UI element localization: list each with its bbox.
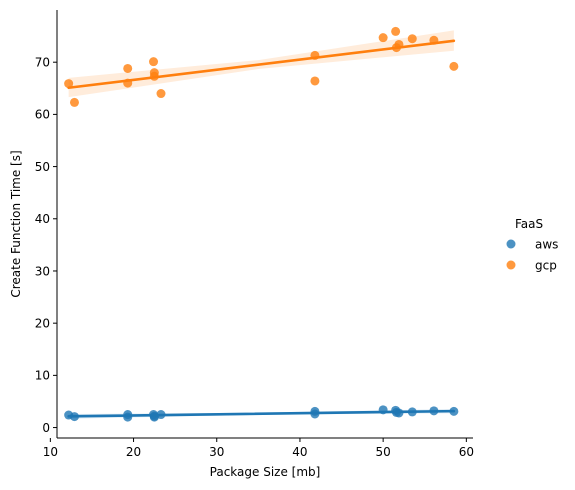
- aws-regression-line: [67, 409, 456, 418]
- x-tick-label: 40: [292, 445, 307, 459]
- y-tick-label: 10: [35, 369, 50, 383]
- x-tick-label: 30: [209, 445, 224, 459]
- gcp-point: [378, 33, 388, 43]
- aws-point: [310, 406, 320, 416]
- gcp-regression-line: [67, 39, 456, 90]
- gcp-legend-label: gcp: [535, 258, 557, 272]
- y-tick-label: 60: [35, 108, 50, 122]
- x-tick-label: 50: [376, 445, 391, 459]
- x-tick-label: 60: [459, 445, 474, 459]
- regression-lines: [67, 39, 456, 418]
- gcp-point: [156, 89, 166, 99]
- y-tick-label: 50: [35, 160, 50, 174]
- gcp-point: [123, 63, 133, 73]
- y-axis-ticks: 0 10 20 30 40 50 60 70: [35, 55, 57, 435]
- gcp-legend-marker: [506, 260, 516, 270]
- legend-items: aws gcp: [506, 237, 558, 272]
- y-tick-label: 0: [42, 421, 50, 435]
- legend: FaaS aws gcp: [506, 217, 558, 272]
- gcp-point: [64, 79, 74, 89]
- gcp-point: [310, 76, 320, 86]
- x-axis-ticks: 10 20 30 40 50 60: [43, 438, 474, 459]
- gcp-point: [449, 61, 459, 71]
- gcp-point: [407, 34, 417, 44]
- aws-legend-marker: [506, 239, 516, 249]
- y-tick-label: 70: [35, 55, 50, 69]
- legend-title: FaaS: [515, 217, 543, 231]
- y-axis-label: Create Function Time [s]: [9, 150, 23, 297]
- y-tick-label: 30: [35, 264, 50, 278]
- gcp-point: [69, 97, 79, 107]
- gcp-point: [391, 26, 401, 36]
- confidence-bands: [68, 30, 454, 419]
- x-tick-label: 10: [43, 445, 58, 459]
- aws-legend-label: aws: [535, 237, 558, 251]
- y-tick-label: 20: [35, 316, 50, 330]
- x-axis-label: Package Size [mb]: [210, 465, 321, 479]
- x-tick-label: 20: [126, 445, 141, 459]
- gcp-point: [149, 57, 159, 67]
- y-tick-label: 40: [35, 212, 50, 226]
